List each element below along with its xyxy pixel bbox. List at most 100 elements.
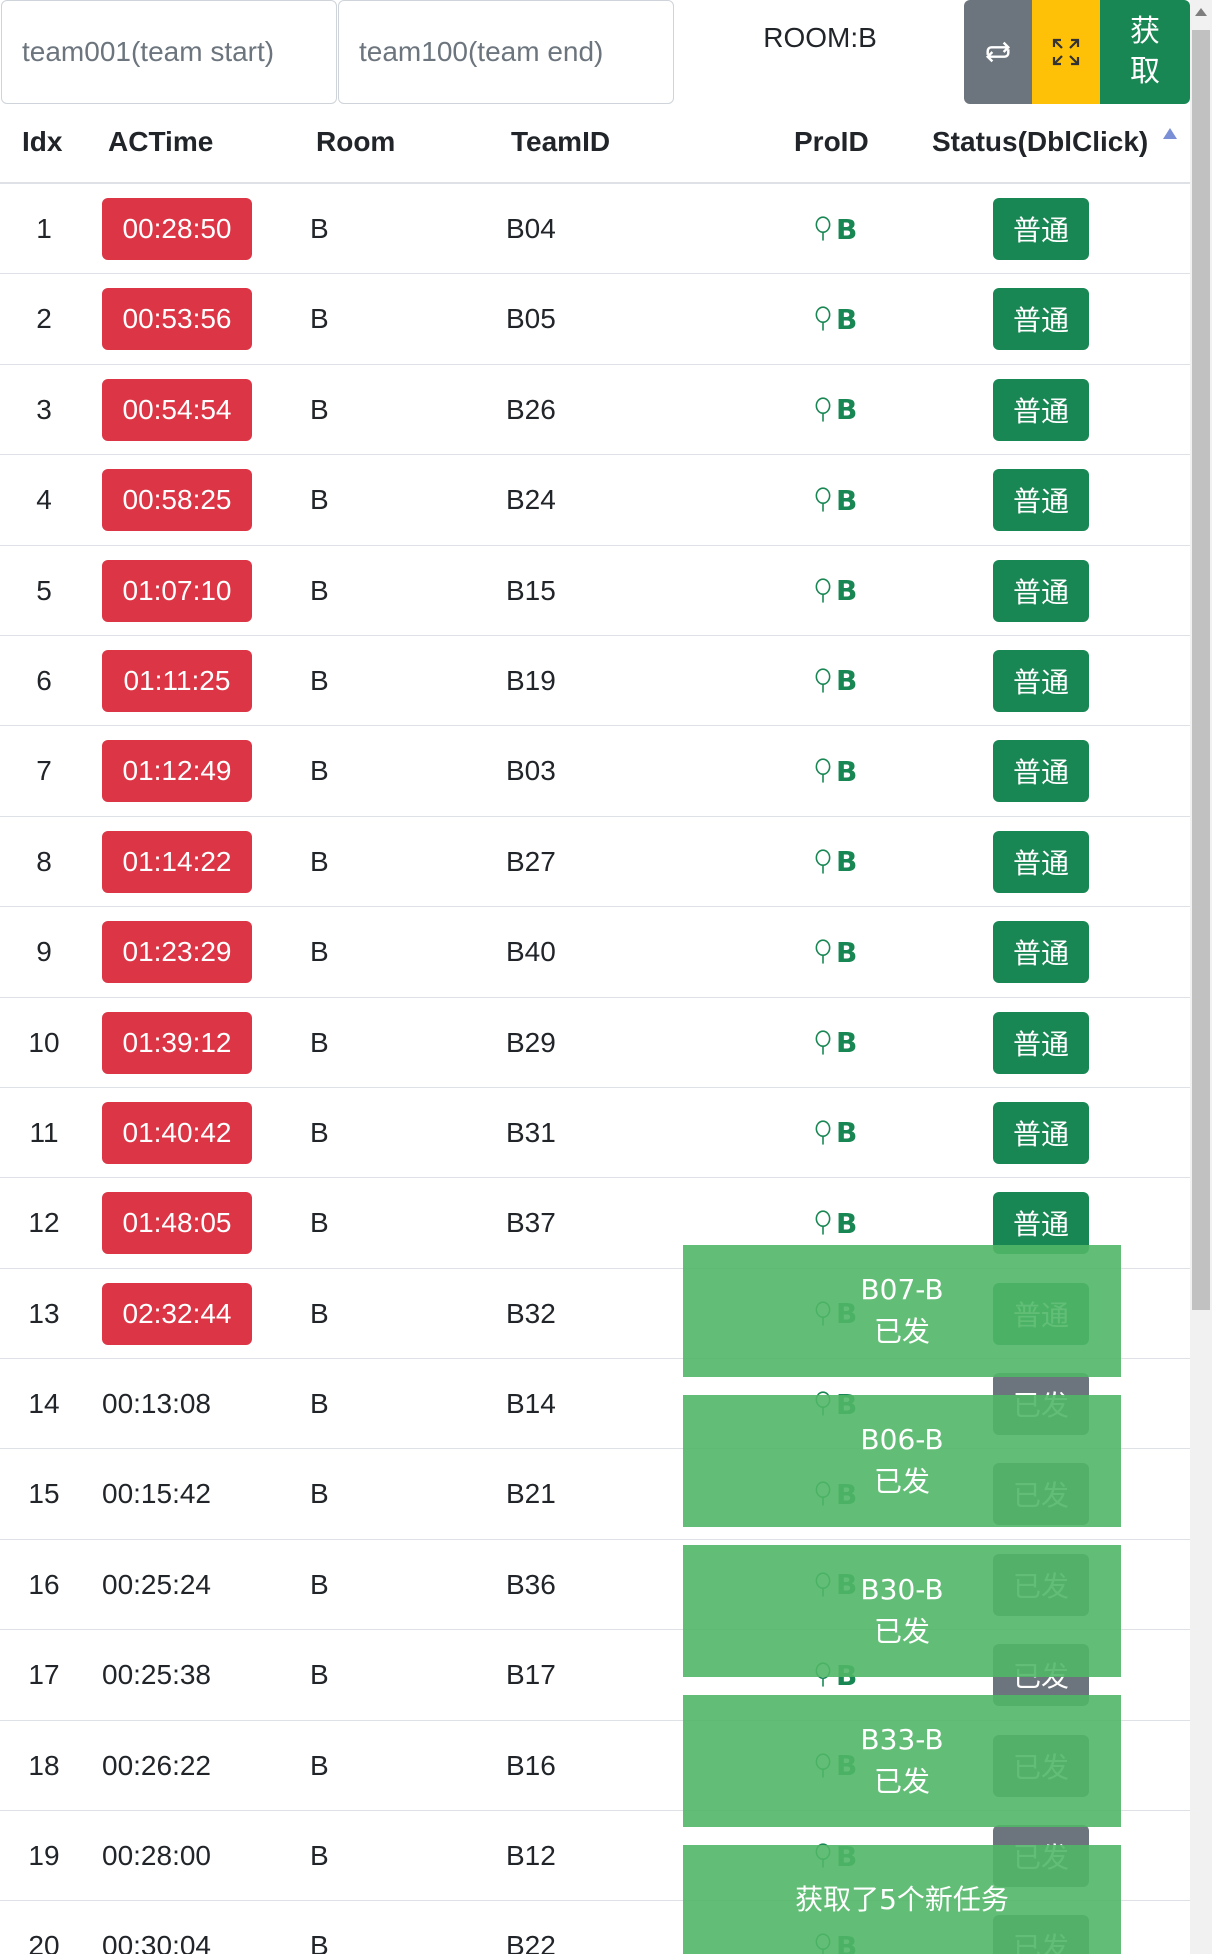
status-button[interactable]: 普通	[993, 1101, 1089, 1164]
proid-cell: B	[814, 998, 858, 1088]
toast-status: 已发	[873, 1465, 930, 1498]
actime-cell: 00:30:04	[102, 1901, 211, 1954]
idx-cell: 15	[28, 1478, 60, 1510]
actime-cell: 00:58:25	[102, 455, 252, 545]
table-row: 9 01:23:29 B B40 B 普通	[0, 907, 1190, 998]
idx-cell: 17	[28, 1659, 60, 1691]
idx-cell: 7	[36, 755, 52, 787]
scrollbar-thumb[interactable]	[1192, 30, 1210, 1310]
teamid-cell: B03	[506, 755, 556, 787]
teamid-cell: B17	[506, 1659, 556, 1691]
room-cell: B	[310, 664, 329, 696]
proid-text: B	[836, 393, 858, 427]
table-row: 12 01:48:05 B B37 B 普通	[0, 1178, 1190, 1269]
proid-cell: B	[814, 636, 858, 726]
fetch-label-1: 获	[1130, 14, 1160, 49]
status-button[interactable]: 普通	[993, 198, 1089, 260]
header-idx[interactable]: Idx	[22, 126, 63, 157]
actime-badge: 00:53:56	[102, 288, 252, 351]
idx-cell: 1	[36, 213, 52, 244]
actime-cell: 01:23:29	[102, 907, 252, 997]
header-status[interactable]: Status(DblClick)	[932, 126, 1149, 157]
actime-badge: 02:32:44	[102, 1282, 252, 1345]
actime-badge: 01:11:25	[102, 649, 252, 712]
status-button[interactable]: 普通	[993, 830, 1089, 893]
actime-text: 00:25:38	[102, 1659, 211, 1691]
sort-ascending-icon[interactable]	[1163, 128, 1177, 139]
room-cell: B	[310, 1659, 329, 1691]
header-actime[interactable]: ACTime	[108, 126, 214, 157]
room-cell: B	[310, 1207, 329, 1239]
scroll-up-icon[interactable]	[1195, 8, 1207, 16]
room-cell: B	[310, 755, 329, 787]
teamid-cell: B26	[506, 393, 556, 425]
teamid-cell: B37	[506, 1207, 556, 1239]
room-cell: B	[310, 1116, 329, 1148]
status-cell: 普通	[993, 726, 1089, 816]
status-cell: 普通	[993, 636, 1089, 726]
proid-text: B	[836, 754, 858, 788]
toast-notification[interactable]: B30-B 已发	[683, 1545, 1121, 1677]
table-row: 3 00:54:54 B B26 B 普通	[0, 365, 1190, 456]
status-button[interactable]: 普通	[993, 1011, 1089, 1074]
team-start-input[interactable]	[1, 0, 337, 104]
status-cell: 普通	[993, 998, 1089, 1088]
table-header: Idx ACTime Room TeamID ProID Status(DblC…	[0, 104, 1190, 184]
balloon-icon	[815, 577, 831, 603]
fullscreen-button[interactable]	[1032, 0, 1100, 104]
balloon-icon	[815, 758, 831, 783]
actime-text: 00:25:24	[102, 1568, 211, 1600]
teamid-cell: B22	[506, 1930, 556, 1954]
table-row: 5 01:07:10 B B15 B 普通	[0, 546, 1190, 636]
header-teamid[interactable]: TeamID	[511, 126, 611, 157]
table-row: 7 01:12:49 B B03 B 普通	[0, 726, 1190, 817]
actime-badge: 00:58:25	[102, 469, 252, 532]
status-button[interactable]: 普通	[993, 921, 1089, 984]
status-cell: 普通	[993, 455, 1089, 545]
proid-cell: B	[814, 1178, 858, 1268]
teamid-cell: B15	[506, 574, 556, 606]
status-button[interactable]: 普通	[993, 649, 1089, 712]
header-room[interactable]: Room	[316, 126, 396, 157]
team-end-input[interactable]	[338, 0, 674, 104]
status-cell: 普通	[993, 1088, 1089, 1178]
balloon-icon	[815, 1120, 831, 1145]
fullscreen-icon	[1052, 38, 1080, 66]
proid-text: B	[836, 845, 858, 879]
actime-cell: 02:32:44	[102, 1269, 252, 1359]
idx-cell: 13	[28, 1297, 60, 1329]
status-button[interactable]: 普通	[993, 288, 1089, 351]
actime-cell: 00:28:00	[102, 1811, 211, 1901]
toast-notification[interactable]: B06-B 已发	[683, 1395, 1121, 1527]
status-button[interactable]: 普通	[993, 1192, 1089, 1255]
actime-cell: 01:48:05	[102, 1178, 252, 1268]
toast-notification[interactable]: 获取了5个新任务	[683, 1845, 1121, 1954]
actime-badge: 00:54:54	[102, 378, 252, 441]
header-proid[interactable]: ProID	[794, 126, 869, 157]
status-button[interactable]: 普通	[993, 378, 1089, 441]
proid-text: B	[836, 302, 858, 336]
toast-notification[interactable]: B07-B 已发	[683, 1245, 1121, 1377]
proid-text: B	[836, 1206, 858, 1240]
toast-notification[interactable]: B33-B 已发	[683, 1695, 1121, 1827]
actime-badge: 01:48:05	[102, 1192, 252, 1255]
actime-text: 00:30:04	[102, 1930, 211, 1954]
status-button[interactable]: 普通	[993, 559, 1089, 622]
balloon-icon	[815, 849, 831, 874]
room-cell: B	[310, 303, 329, 335]
table-row: 2 00:53:56 B B05 B 普通	[0, 274, 1190, 365]
idx-cell: 16	[28, 1568, 60, 1600]
fetch-button[interactable]: 获 取	[1100, 0, 1190, 104]
status-button[interactable]: 普通	[993, 740, 1089, 803]
idx-cell: 14	[28, 1388, 60, 1420]
balloon-icon	[815, 1029, 831, 1055]
status-cell: 普通	[993, 365, 1089, 455]
idx-cell: 5	[36, 574, 52, 606]
toast-title: B30-B	[860, 1573, 944, 1606]
teamid-cell: B21	[506, 1478, 556, 1510]
idx-cell: 18	[28, 1749, 60, 1781]
toast-status: 已发	[873, 1315, 930, 1348]
toast-status: 已发	[873, 1615, 930, 1648]
status-button[interactable]: 普通	[993, 469, 1089, 532]
swap-button[interactable]	[964, 0, 1032, 104]
